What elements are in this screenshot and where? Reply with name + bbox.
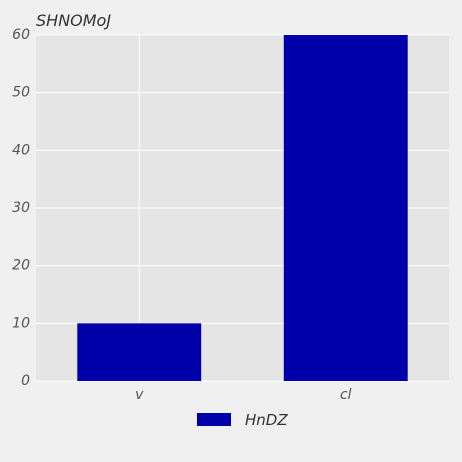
y-tick-label: 40 <box>12 142 30 158</box>
y-axis-ticks: 0 10 20 30 40 50 60 <box>12 27 30 389</box>
x-axis-ticks: v cl <box>135 387 352 403</box>
y-tick-label: 50 <box>12 85 30 101</box>
chart-title: SHNOMoJ <box>36 11 111 30</box>
legend-swatch <box>197 413 231 426</box>
y-tick-label: 60 <box>12 27 30 43</box>
x-tick-label: cl <box>340 387 352 403</box>
y-tick-label: 20 <box>12 258 30 274</box>
bar-cl <box>283 35 408 381</box>
legend: HnDZ <box>197 411 288 429</box>
legend-label: HnDZ <box>245 411 288 429</box>
bars <box>77 35 408 381</box>
y-tick-label: 10 <box>12 315 30 331</box>
y-tick-label: 30 <box>12 200 30 216</box>
y-tick-label: 0 <box>21 373 30 389</box>
bar-v <box>77 323 202 381</box>
x-tick-label: v <box>135 387 144 403</box>
